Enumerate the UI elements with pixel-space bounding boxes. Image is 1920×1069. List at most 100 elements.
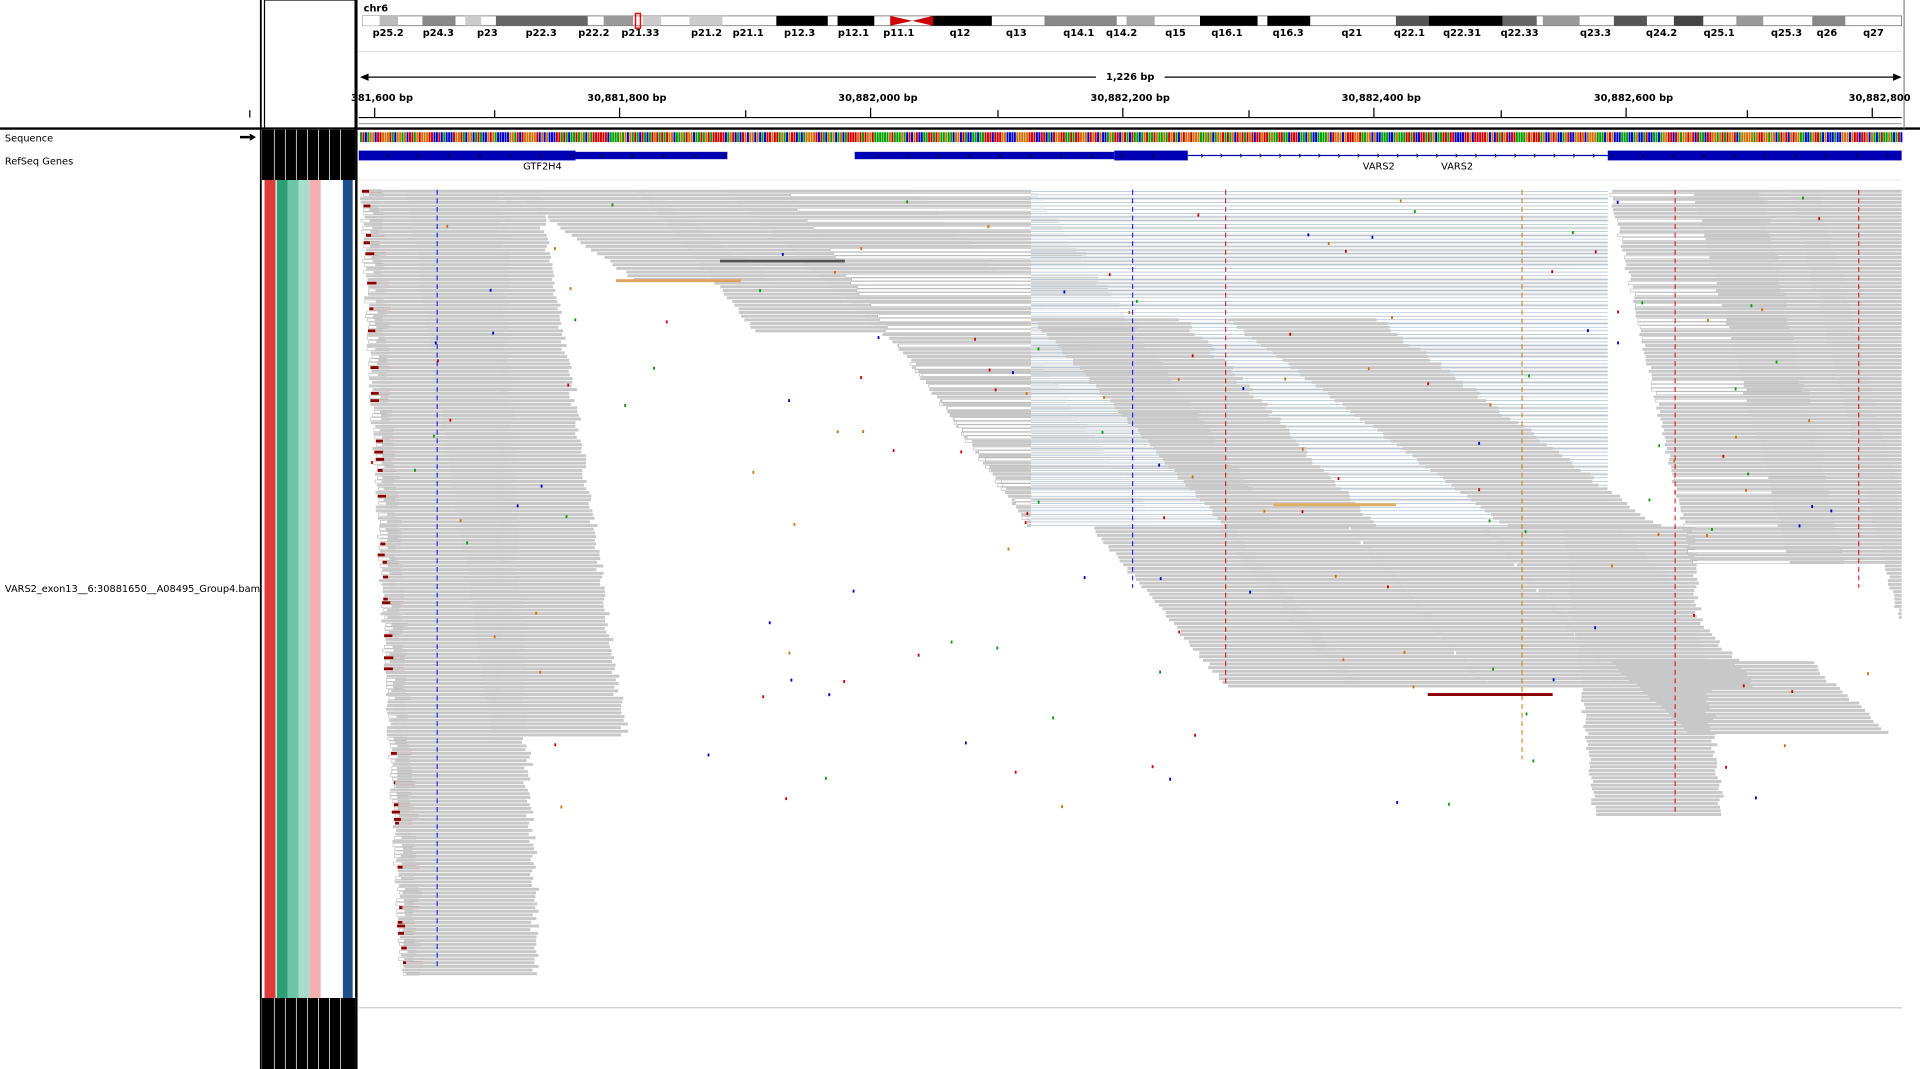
read <box>1267 347 1421 351</box>
read <box>1350 526 1491 530</box>
read <box>1884 557 1902 561</box>
read <box>1469 669 1609 673</box>
read <box>401 876 534 880</box>
read <box>1099 391 1250 395</box>
read <box>384 634 400 638</box>
base <box>423 132 426 143</box>
mismatch <box>759 289 762 293</box>
read <box>1781 520 1902 524</box>
read <box>1743 377 1872 381</box>
read <box>1823 314 1902 318</box>
read <box>400 869 533 873</box>
base <box>1719 132 1722 143</box>
read <box>391 689 525 693</box>
read <box>1590 757 1717 761</box>
read <box>1709 252 1837 256</box>
read <box>439 388 577 392</box>
sequence-track-name[interactable]: Sequence <box>5 133 53 144</box>
read <box>436 366 572 370</box>
read <box>673 230 815 234</box>
read <box>1632 285 1782 289</box>
base <box>364 132 367 143</box>
read <box>1743 384 1871 388</box>
read <box>1685 520 1834 524</box>
read <box>375 491 391 494</box>
read <box>1162 607 1299 611</box>
mismatch <box>449 418 452 422</box>
read <box>1651 373 1805 377</box>
read <box>1208 666 1350 670</box>
read <box>1777 524 1902 528</box>
read <box>1405 450 1559 454</box>
mismatch <box>788 399 791 403</box>
read <box>1829 344 1902 348</box>
base <box>1706 132 1709 143</box>
read <box>420 292 554 296</box>
read <box>420 274 555 278</box>
base <box>509 132 512 143</box>
base <box>732 132 735 143</box>
base <box>480 132 482 143</box>
base <box>1785 132 1788 143</box>
base <box>1256 132 1259 143</box>
read <box>1416 603 1553 607</box>
base <box>766 132 769 143</box>
base <box>1077 132 1080 143</box>
mismatch <box>988 368 991 372</box>
cytoband <box>1542 15 1580 26</box>
base <box>1398 132 1401 143</box>
base <box>1124 132 1127 143</box>
base <box>1611 132 1614 143</box>
read <box>1878 535 1902 539</box>
base <box>426 132 429 143</box>
read <box>415 244 547 248</box>
base <box>1006 132 1009 143</box>
base <box>1094 132 1097 143</box>
read <box>1679 502 1833 505</box>
read <box>1467 494 1621 498</box>
read <box>402 884 532 888</box>
read <box>1660 417 1813 421</box>
read <box>387 546 519 550</box>
base <box>886 132 889 143</box>
read <box>1575 625 1703 629</box>
read <box>1693 197 1823 201</box>
refseq-track-name[interactable]: RefSeq Genes <box>5 157 73 168</box>
read <box>416 263 553 267</box>
read <box>627 274 765 278</box>
read <box>1694 189 1825 193</box>
read <box>864 296 1113 300</box>
base <box>541 132 544 143</box>
mismatch <box>560 805 563 809</box>
mismatch <box>1128 311 1131 314</box>
base <box>749 132 752 143</box>
alignment-track-name[interactable]: VARS2_exon13__6:30881650__A08495_Group4.… <box>5 584 260 595</box>
read <box>383 516 519 520</box>
mismatch <box>836 430 839 434</box>
base <box>1665 132 1668 143</box>
read <box>1245 563 1385 567</box>
read <box>392 626 526 630</box>
base <box>1844 132 1847 143</box>
base <box>1883 132 1886 143</box>
read <box>417 270 554 274</box>
base <box>1626 132 1629 143</box>
read <box>1565 544 1690 548</box>
read <box>387 513 520 517</box>
base <box>570 132 573 143</box>
mismatch <box>1083 576 1086 580</box>
base <box>477 132 480 143</box>
cytoband-label: q25.3 <box>1771 28 1802 39</box>
read <box>1127 421 1281 425</box>
base <box>1146 132 1149 143</box>
strand-chevron: › <box>447 151 451 162</box>
base <box>1035 132 1038 143</box>
read <box>442 410 578 414</box>
strand-chevron: › <box>876 151 880 162</box>
mismatch <box>1552 678 1555 682</box>
read <box>688 248 831 252</box>
mismatch <box>1135 299 1138 303</box>
read <box>1761 443 1887 447</box>
read <box>1177 476 1331 480</box>
read <box>1507 524 1662 528</box>
